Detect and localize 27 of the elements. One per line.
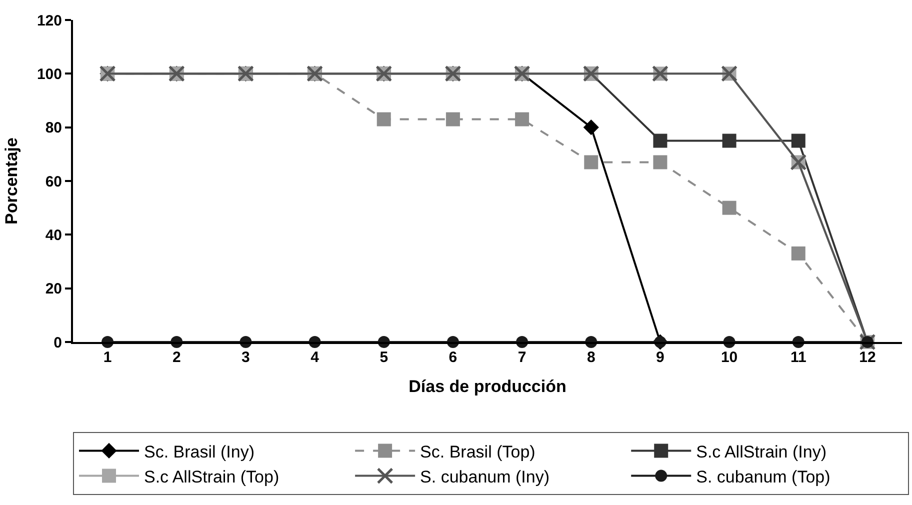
y-tick-label: 100 xyxy=(36,66,62,83)
legend-label: S. cubanum (Iny) xyxy=(420,467,550,486)
x-axis-title: Días de producción xyxy=(408,376,566,396)
legend-label: S.c AllStrain (Top) xyxy=(144,467,280,486)
x-tick-label: 7 xyxy=(518,349,526,366)
x-tick-label: 8 xyxy=(586,349,596,366)
legend-label: Sc. Brasil (Top) xyxy=(420,442,536,462)
y-tick-label: 120 xyxy=(36,12,62,30)
x-tick-label: 1 xyxy=(103,349,112,366)
x-tick-label: 9 xyxy=(656,349,664,366)
y-tick-label: 60 xyxy=(45,173,62,190)
y-tick-label: 0 xyxy=(54,334,62,352)
y-axis-title: Porcentaje xyxy=(2,138,22,224)
x-tick-label: 10 xyxy=(720,349,738,366)
y-tick-label: 20 xyxy=(45,280,62,298)
legend-label: Sc. Brasil (Iny) xyxy=(144,442,255,462)
x-tick-label: 2 xyxy=(172,349,181,366)
x-tick-label: 6 xyxy=(448,349,458,366)
x-tick-label: 5 xyxy=(380,349,388,366)
y-tick-label: 40 xyxy=(45,226,62,244)
x-tick-label: 12 xyxy=(859,349,876,366)
y-tick-label: 80 xyxy=(45,120,62,137)
x-tick-label: 3 xyxy=(242,349,250,366)
legend-label: S.c AllStrain (Iny) xyxy=(696,442,826,462)
x-tick-label: 11 xyxy=(790,349,806,366)
x-tick-label: 4 xyxy=(310,349,320,366)
legend-label: S. cubanum (Top) xyxy=(696,467,830,486)
